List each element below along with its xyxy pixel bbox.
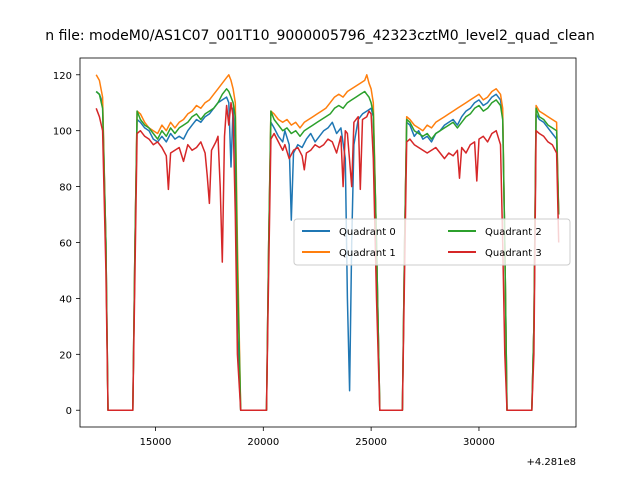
series-line-quadrant-2 <box>95 88 560 411</box>
x-offset-label: +4.281e8 <box>526 457 576 468</box>
series-line-quadrant-3 <box>95 101 560 411</box>
x-tick-label: 15000 <box>140 437 172 448</box>
y-tick-label: 40 <box>59 294 72 305</box>
legend-label-quadrant-0: Quadrant 0 <box>339 227 396 238</box>
x-axis-ticks: 15000 20000 25000 30000 <box>140 427 495 448</box>
chart-title: n file: modeM0/AS1C07_001T10_9000005796_… <box>45 28 594 44</box>
legend-label-quadrant-1: Quadrant 1 <box>339 248 396 259</box>
y-tick-label: 60 <box>59 239 72 250</box>
y-tick-label: 120 <box>53 71 72 82</box>
legend-label-quadrant-2: Quadrant 2 <box>485 227 542 238</box>
series-line-quadrant-0 <box>95 90 560 411</box>
series-layer <box>95 74 560 411</box>
x-tick-label: 30000 <box>463 437 495 448</box>
y-axis-ticks: 0 20 40 60 80 100 120 <box>53 71 80 417</box>
x-tick-label: 20000 <box>247 437 279 448</box>
series-line-quadrant-1 <box>95 74 560 411</box>
legend-box <box>293 218 571 266</box>
legend: Quadrant 0 Quadrant 1 Quadrant 2 Quadran… <box>293 218 571 266</box>
legend-label-quadrant-3: Quadrant 3 <box>485 248 542 259</box>
y-tick-label: 100 <box>53 127 72 138</box>
y-tick-label: 0 <box>66 406 72 417</box>
y-tick-label: 80 <box>59 183 72 194</box>
x-tick-label: 25000 <box>355 437 387 448</box>
y-tick-label: 20 <box>59 350 72 361</box>
